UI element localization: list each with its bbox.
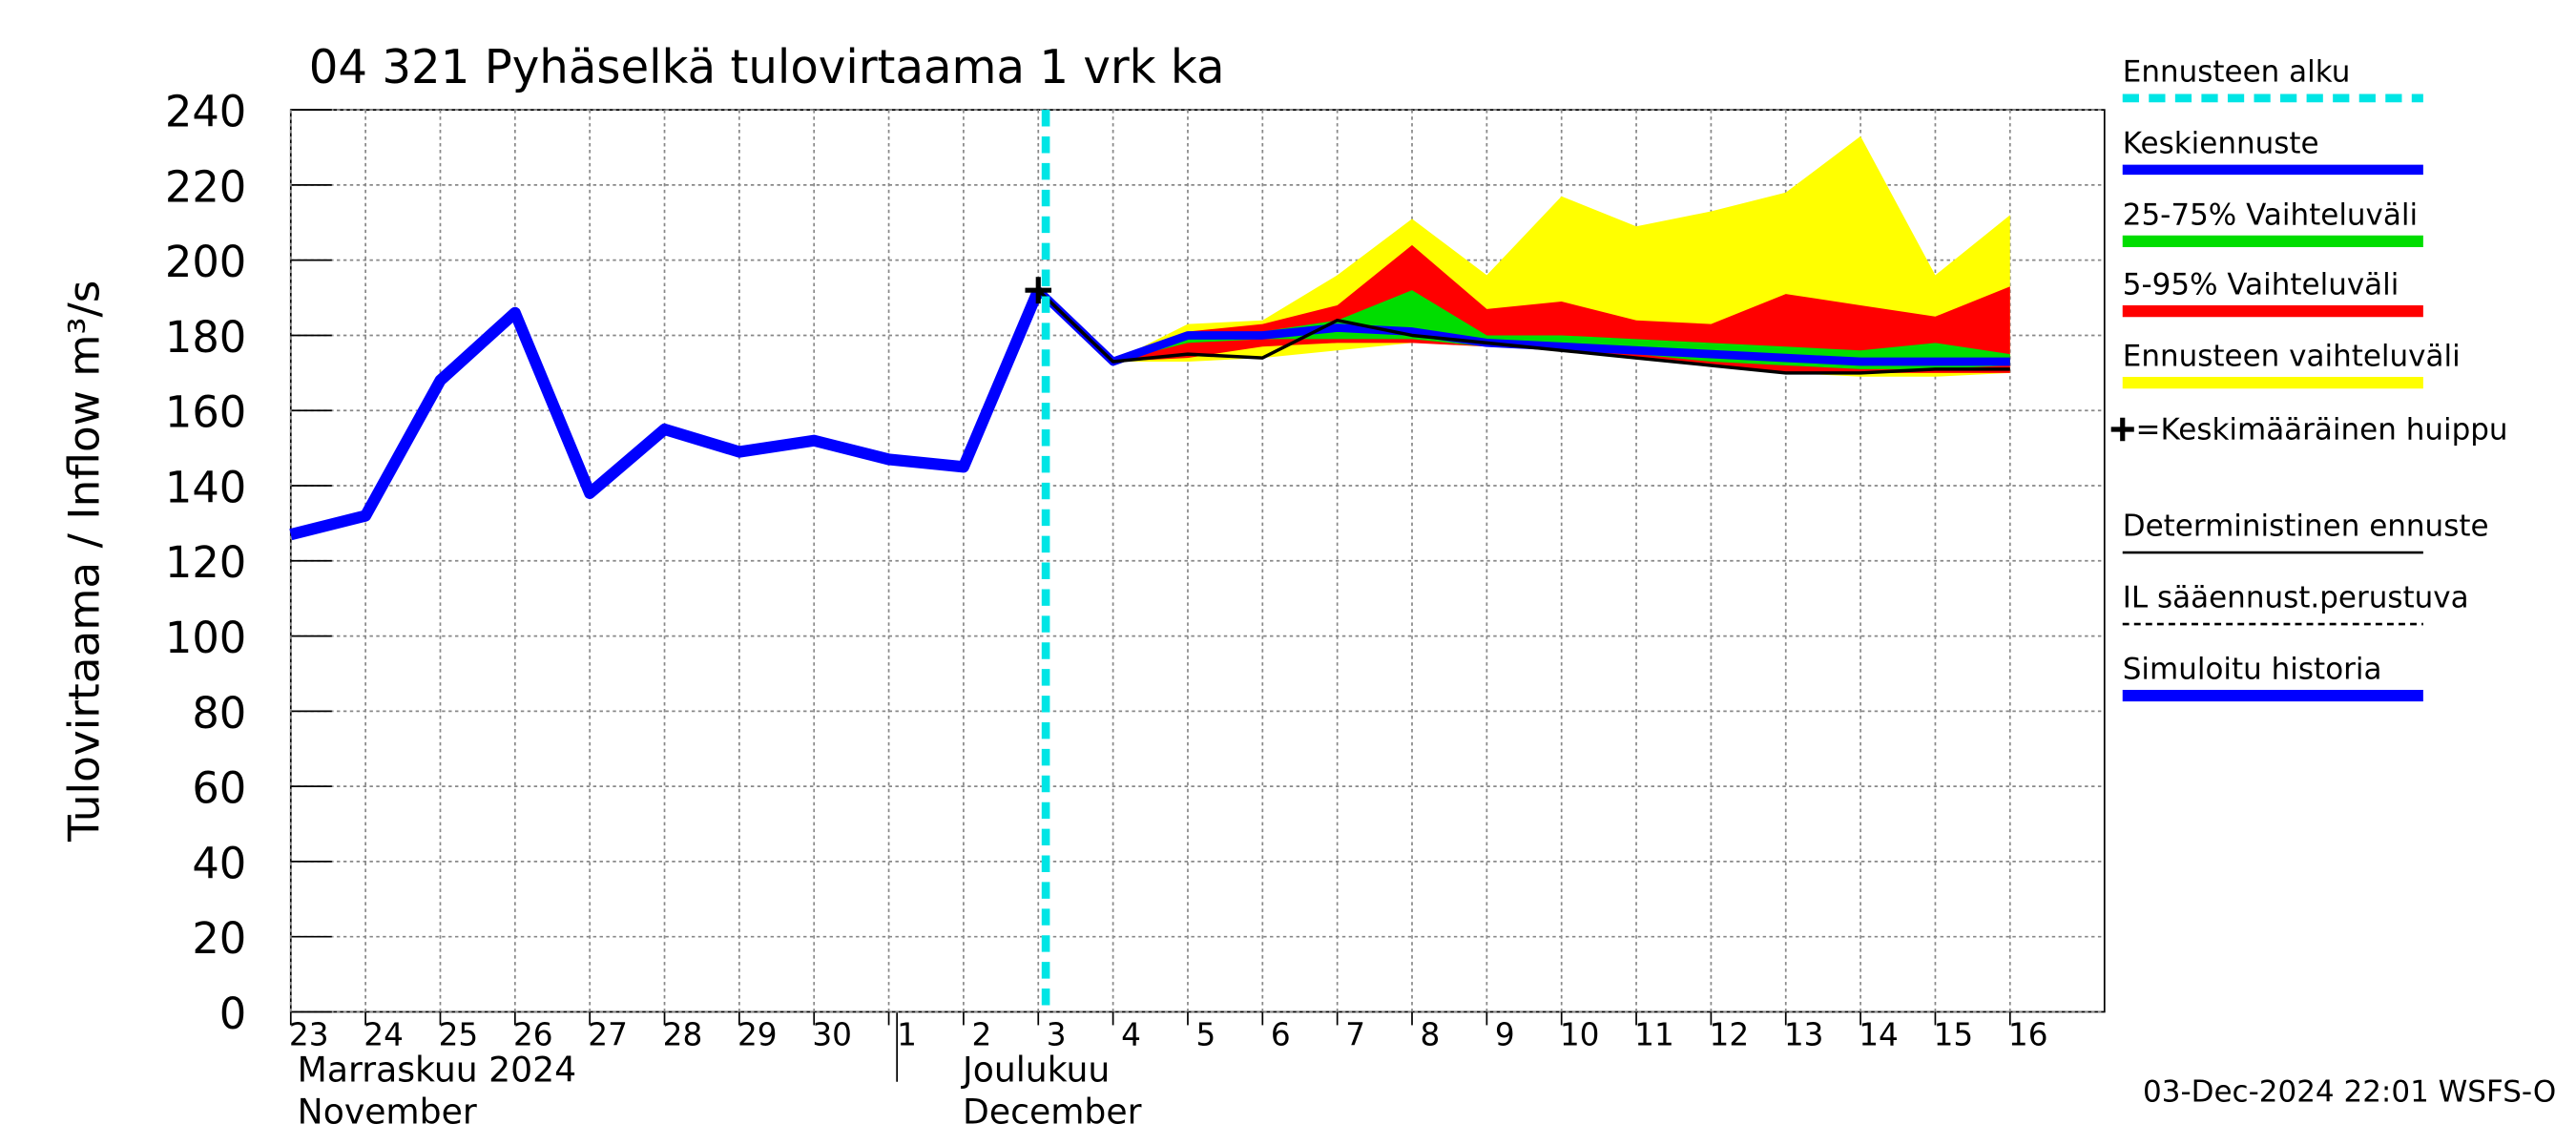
x-tick-label: 29 bbox=[737, 1015, 778, 1052]
y-tick-label: 20 bbox=[192, 913, 246, 964]
month-label: Joulukuu bbox=[961, 1050, 1110, 1091]
line bbox=[289, 287, 1044, 541]
x-tick-label: 11 bbox=[1634, 1015, 1674, 1052]
y-tick-label: 0 bbox=[219, 989, 246, 1039]
x-tick-label: 28 bbox=[663, 1015, 703, 1052]
x-tick-label: 25 bbox=[439, 1015, 479, 1052]
legend-label: Deterministinen ennuste bbox=[2123, 509, 2489, 543]
x-tick-label: 5 bbox=[1196, 1015, 1216, 1052]
month-label-en: December bbox=[963, 1091, 1141, 1132]
legend-swatch bbox=[2110, 417, 2134, 442]
x-tick-label: 16 bbox=[2008, 1015, 2048, 1052]
legend-label: Ennusteen vaihteluväli bbox=[2123, 340, 2461, 374]
y-tick-label: 200 bbox=[165, 237, 246, 287]
x-tick-label: 3 bbox=[1047, 1015, 1067, 1052]
peak-marker bbox=[1025, 277, 1052, 304]
x-tick-label: 10 bbox=[1560, 1015, 1600, 1052]
x-tick-label: 15 bbox=[1934, 1015, 1974, 1052]
month-label-en: November bbox=[298, 1091, 477, 1132]
y-tick-label: 240 bbox=[165, 86, 246, 136]
x-tick-label: 2 bbox=[971, 1015, 991, 1052]
x-tick-label: 14 bbox=[1859, 1015, 1899, 1052]
y-tick-label: 160 bbox=[165, 386, 246, 437]
legend-label: Simuloitu historia bbox=[2123, 652, 2382, 686]
y-tick-label: 120 bbox=[165, 537, 246, 588]
y-tick-label: 220 bbox=[165, 161, 246, 212]
legend-label: 25-75% Vaihteluväli bbox=[2123, 198, 2418, 232]
month-label: Marraskuu 2024 bbox=[298, 1050, 576, 1091]
line bbox=[1035, 287, 2010, 366]
y-tick-label: 80 bbox=[192, 688, 246, 739]
x-tick-label: 13 bbox=[1784, 1015, 1824, 1052]
x-tick-label: 8 bbox=[1421, 1015, 1441, 1052]
y-tick-label: 140 bbox=[165, 462, 246, 512]
timestamp: 03-Dec-2024 22:01 WSFS-O bbox=[2143, 1074, 2556, 1109]
legend-label: 5-95% Vaihteluväli bbox=[2123, 268, 2399, 302]
x-tick-label: 30 bbox=[812, 1015, 852, 1052]
x-tick-label: 1 bbox=[897, 1015, 917, 1052]
y-axis-label: Tulovirtaama / Inflow m³/s bbox=[59, 281, 110, 843]
line bbox=[1037, 288, 2010, 375]
chart-title: 04 321 Pyhäselkä tulovirtaama 1 vrk ka bbox=[309, 41, 1225, 94]
x-tick-label: 7 bbox=[1345, 1015, 1365, 1052]
legend-label: IL sääennust.perustuva bbox=[2123, 580, 2469, 614]
band bbox=[1038, 290, 2010, 369]
y-tick-label: 40 bbox=[192, 838, 246, 888]
x-tick-label: 6 bbox=[1271, 1015, 1291, 1052]
x-tick-label: 23 bbox=[289, 1015, 329, 1052]
band bbox=[1038, 244, 2010, 373]
x-tick-label: 12 bbox=[1710, 1015, 1750, 1052]
x-tick-label: 24 bbox=[364, 1015, 404, 1052]
legend-label: Ennusteen alku bbox=[2123, 54, 2351, 89]
y-tick-label: 60 bbox=[192, 762, 246, 813]
y-tick-label: 180 bbox=[165, 312, 246, 363]
legend-label: Keskiennuste bbox=[2123, 126, 2319, 160]
y-tick-label: 100 bbox=[165, 613, 246, 663]
legend-label: =Keskimääräinen huippu bbox=[2136, 412, 2508, 447]
x-tick-label: 9 bbox=[1495, 1015, 1515, 1052]
x-tick-label: 4 bbox=[1121, 1015, 1141, 1052]
x-tick-label: 27 bbox=[588, 1015, 628, 1052]
x-tick-label: 26 bbox=[513, 1015, 553, 1052]
